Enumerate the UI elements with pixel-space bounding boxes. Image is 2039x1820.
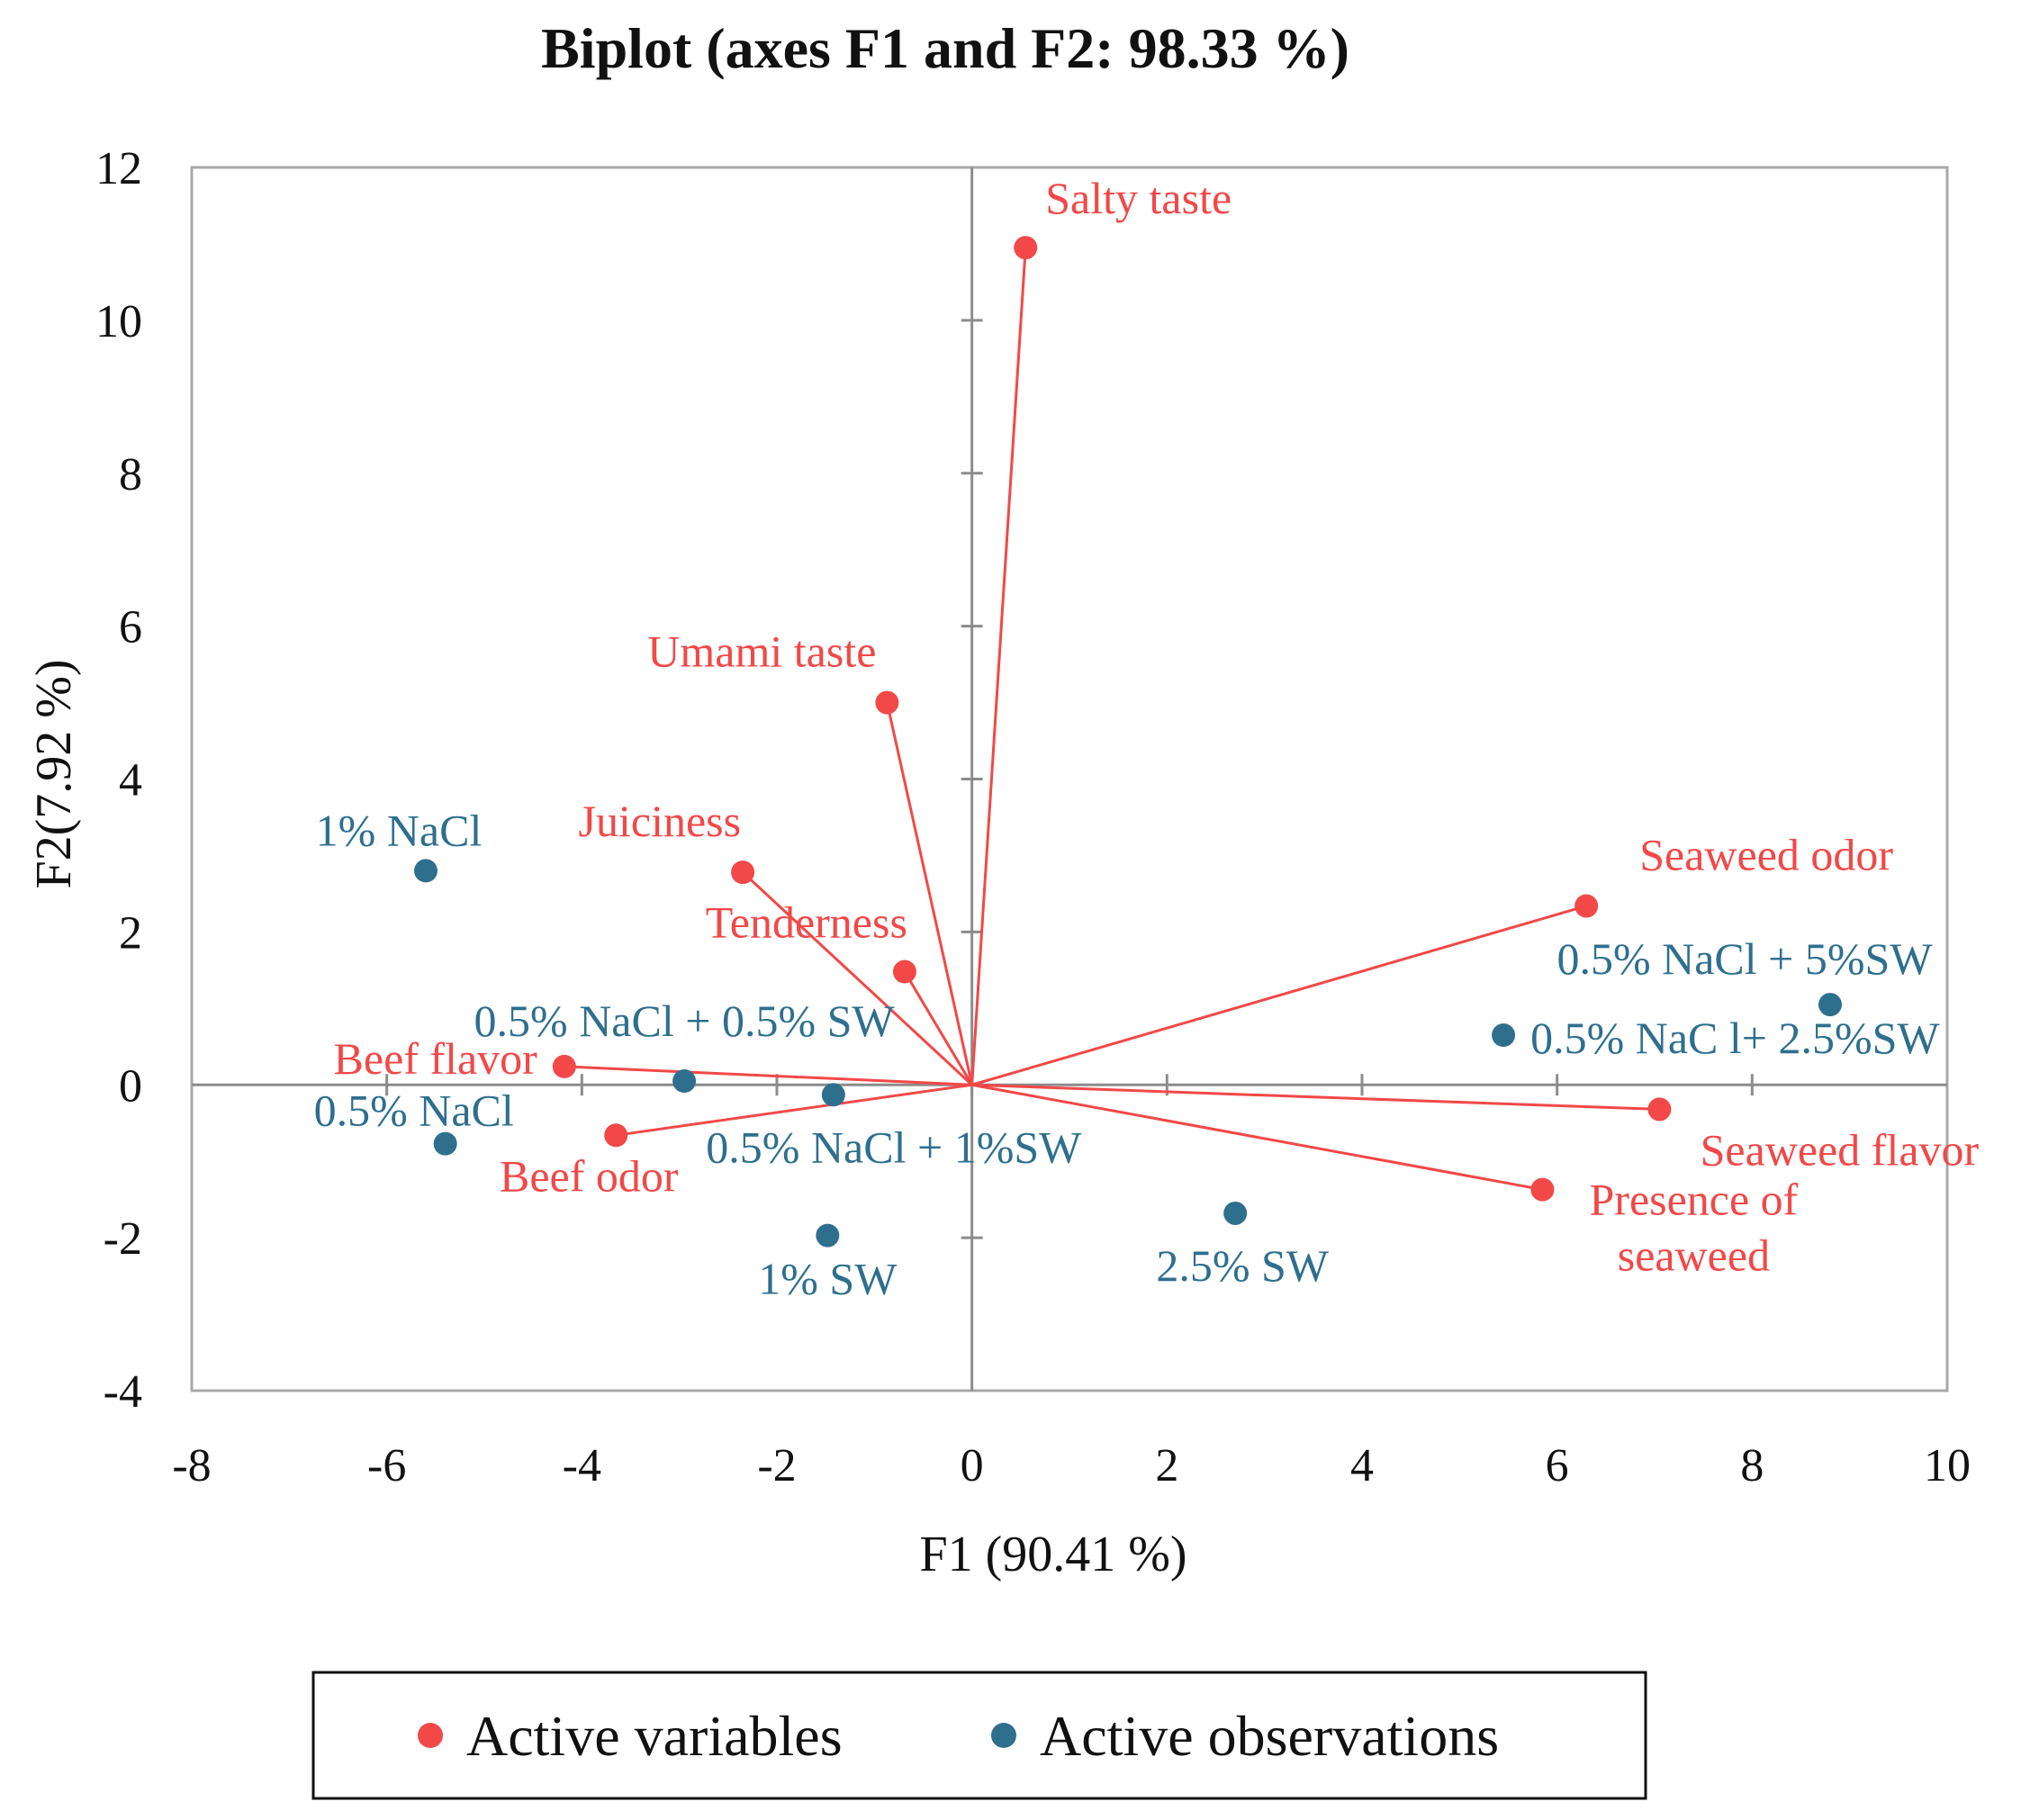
observation-point <box>1492 1023 1516 1048</box>
y-tick-label: 0 <box>119 1060 142 1112</box>
variable-vectors <box>564 248 1660 1192</box>
observation-point <box>433 1131 457 1156</box>
y-tick-label: -2 <box>104 1213 142 1265</box>
variable-label: Beef flavor <box>334 1033 538 1084</box>
point-labels: Salty taste Umami taste Juiciness Tendernes… <box>314 173 1980 1303</box>
plot-area <box>190 166 1949 1392</box>
legend-label-observations: Active observations <box>1040 1704 1499 1768</box>
variable-point <box>1530 1177 1555 1202</box>
variable-vector <box>616 1083 972 1137</box>
variable-label: Salty taste <box>1045 173 1232 223</box>
observation-point <box>1223 1201 1248 1225</box>
observation-label: 1% SW <box>758 1254 898 1304</box>
observation-point <box>821 1083 845 1107</box>
x-tick-label: -4 <box>563 1440 601 1491</box>
observation-label: 0.5% NaCl + 5%SW <box>1556 933 1933 984</box>
observation-point <box>672 1069 697 1094</box>
variable-vector <box>885 702 974 1086</box>
variable-label: Seaweed flavor <box>1701 1124 1980 1175</box>
variable-label: Umami taste <box>647 626 876 677</box>
observation-label: 0.5% NaCl <box>314 1086 514 1136</box>
variable-vector <box>903 970 973 1086</box>
observation-point <box>1818 993 1842 1017</box>
x-tick-label: -6 <box>367 1440 406 1491</box>
observation-point <box>816 1223 840 1248</box>
x-tick-label: 0 <box>961 1440 984 1491</box>
variable-point <box>875 690 899 715</box>
y-tick-label: -4 <box>104 1366 142 1418</box>
observation-label: 0.5% NaCl + 0.5% SW <box>474 996 896 1046</box>
variable-label: Seaweed odor <box>1639 829 1893 879</box>
variable-vector <box>971 1083 1543 1192</box>
y-tick-label: 4 <box>119 755 142 806</box>
variable-label: Beef odor <box>500 1150 679 1201</box>
observation-label: 0.5% NaC l+ 2.5%SW <box>1530 1013 1940 1063</box>
legend: Active variables Active observations <box>311 1671 1647 1800</box>
y-tick-label: 12 <box>95 143 142 194</box>
variable-label: Presence of <box>1589 1175 1798 1225</box>
variable-point <box>892 960 916 984</box>
legend-label-variables: Active variables <box>466 1704 843 1768</box>
x-tick-label: 2 <box>1155 1440 1178 1491</box>
variable-label: Tenderness <box>706 897 907 948</box>
x-tick-label: -2 <box>757 1440 796 1491</box>
variable-vector <box>742 871 973 1086</box>
x-tick-label: 10 <box>1924 1440 1971 1491</box>
observation-label: 2.5% SW <box>1156 1240 1329 1291</box>
legend-box <box>311 1671 1647 1800</box>
axis-ticks: -8 -6 -4 -2 0 2 4 6 8 10 -4 -2 0 2 4 6 8 10 12 <box>95 143 1971 1491</box>
observation-label: 1% NaCl <box>316 805 483 855</box>
variable-point <box>552 1054 576 1078</box>
variable-vector <box>971 1083 1660 1111</box>
x-tick-label: 6 <box>1546 1440 1569 1491</box>
variable-point <box>1574 894 1599 918</box>
legend-marker-observations <box>991 1723 1016 1748</box>
variable-point <box>1647 1097 1672 1122</box>
x-axis-label: F1 (90.41 %) <box>919 1527 1186 1582</box>
data-points <box>414 236 1842 1248</box>
y-axis-label: F2(7.92 %) <box>26 659 82 888</box>
x-tick-label: 8 <box>1740 1440 1764 1491</box>
variable-vector <box>564 1065 972 1086</box>
variable-label: Juiciness <box>579 796 742 846</box>
y-tick-label: 10 <box>95 296 142 347</box>
variable-label: seaweed <box>1618 1230 1770 1281</box>
y-tick-label: 2 <box>119 907 142 959</box>
variable-vector <box>971 905 1587 1086</box>
y-tick-label: 6 <box>119 602 142 653</box>
variable-point <box>604 1123 628 1148</box>
y-tick-label: 8 <box>119 449 142 500</box>
legend-marker-variables <box>418 1723 443 1748</box>
observation-point <box>414 859 438 883</box>
x-tick-label: -8 <box>172 1440 211 1491</box>
chart-title: Biplot (axes F1 and F2: 98.33 %) <box>541 16 1349 80</box>
variable-point <box>731 860 755 885</box>
x-tick-label: 4 <box>1350 1440 1374 1491</box>
variable-point <box>1014 236 1038 260</box>
observation-label: 0.5% NaCl + 1%SW <box>706 1122 1082 1172</box>
variable-vector <box>970 248 1027 1086</box>
